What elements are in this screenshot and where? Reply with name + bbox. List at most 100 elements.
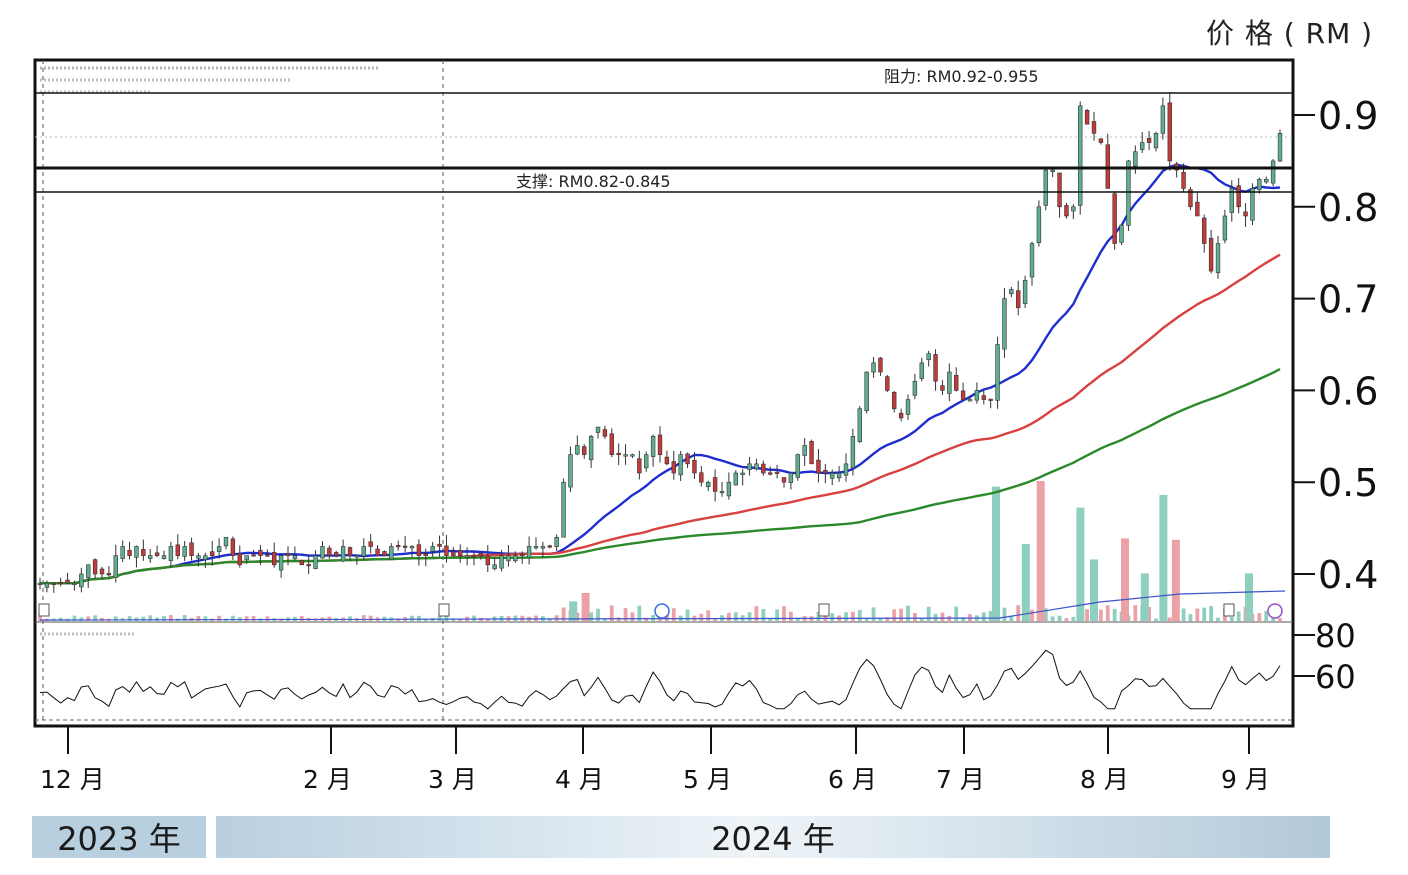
- volume-bar: [472, 615, 476, 621]
- candle-body: [1202, 217, 1207, 244]
- month-tick-label: 2 月: [303, 765, 352, 794]
- candle-body: [430, 546, 435, 552]
- candle-body: [947, 371, 952, 394]
- volume-bar: [754, 606, 759, 621]
- candle-body: [1188, 189, 1193, 208]
- volume-bar: [182, 615, 187, 621]
- rsi-tick-label: 60: [1315, 658, 1356, 696]
- volume-bar: [1216, 617, 1220, 621]
- volume-bar: [1147, 607, 1152, 621]
- volume-bar: [768, 618, 773, 621]
- candle-body: [134, 546, 139, 558]
- candle-body: [306, 564, 311, 567]
- price-tick-label: 0.6: [1318, 369, 1378, 413]
- candle-body: [740, 472, 745, 475]
- volume-bar: [168, 615, 173, 621]
- candle-body: [72, 582, 77, 585]
- volume-bar: [230, 615, 235, 621]
- volume-bar: [1229, 616, 1234, 621]
- volume-bar: [162, 616, 166, 621]
- candle-body: [1078, 105, 1083, 206]
- candle-body: [92, 559, 98, 575]
- candle-body: [1091, 121, 1097, 134]
- candle-body: [265, 554, 270, 557]
- volume-bar: [1002, 607, 1007, 621]
- volume-bar: [637, 605, 642, 621]
- volume-ma-line: [39, 590, 1286, 621]
- candle-body: [416, 544, 422, 556]
- candle-body: [1009, 289, 1014, 295]
- candle-body: [1257, 178, 1262, 191]
- candle-body: [1022, 279, 1028, 305]
- volume-bar: [1098, 609, 1103, 621]
- volume-bar: [86, 616, 91, 621]
- volume-bar: [623, 607, 628, 621]
- event-marker-1: [438, 603, 450, 617]
- rsi-tick-label: 80: [1315, 617, 1356, 655]
- volume-bar: [788, 611, 793, 621]
- candle-body: [954, 375, 959, 391]
- candle-body: [409, 546, 415, 549]
- volume-bar: [1133, 605, 1138, 621]
- event-marker-3: [1223, 603, 1235, 617]
- candle-body: [898, 412, 904, 419]
- ma-20-line: [40, 163, 1281, 585]
- volume-bar: [1264, 610, 1269, 621]
- month-tick-label: 7 月: [936, 765, 985, 794]
- candle-body: [520, 553, 525, 556]
- candle-body: [237, 553, 242, 566]
- candle-body: [644, 454, 649, 469]
- candle-body: [706, 481, 711, 488]
- candle-body: [216, 546, 222, 552]
- volume-bar: [602, 618, 607, 621]
- candle-body: [203, 555, 208, 560]
- candle-body: [857, 408, 862, 442]
- volume-bar: [782, 606, 786, 621]
- candle-body: [423, 553, 428, 556]
- candle-body: [375, 548, 380, 556]
- price-tick-label: 0.8: [1318, 186, 1378, 230]
- candle-body: [437, 543, 442, 547]
- candle-body: [685, 453, 690, 465]
- candle-body: [368, 541, 373, 547]
- candlestick-series: [37, 92, 1283, 593]
- candle-body: [795, 454, 800, 478]
- volume-bar: [513, 615, 518, 621]
- volume-bar-tall: [1159, 495, 1168, 621]
- candle-body: [988, 398, 993, 401]
- candle-body: [575, 445, 580, 455]
- volume-bar: [299, 615, 304, 621]
- volume-bar: [919, 617, 924, 621]
- candle-body: [1181, 172, 1186, 189]
- candle-body: [1084, 109, 1090, 125]
- candle-body: [1167, 102, 1172, 162]
- volume-bar: [361, 615, 366, 621]
- candle-body: [595, 426, 601, 433]
- volume-bar: [609, 605, 614, 621]
- volume-bar: [940, 612, 945, 621]
- candle-body: [878, 357, 883, 373]
- volume-bar: [1257, 613, 1262, 621]
- volume-bar: [878, 618, 883, 621]
- candle-body: [106, 573, 112, 576]
- month-tick-label: 12 月: [40, 765, 105, 794]
- candle-body: [761, 463, 766, 474]
- candle-body: [623, 454, 628, 457]
- candle-body: [182, 546, 187, 557]
- event-marker-2: [818, 603, 830, 617]
- candle-body: [926, 353, 931, 361]
- candle-body: [671, 461, 676, 474]
- earnings-marker: [1267, 603, 1283, 619]
- chart-border: [33, 58, 1295, 728]
- candle-body: [1050, 169, 1055, 172]
- candle-body: [568, 454, 573, 488]
- volume-bar: [575, 612, 580, 621]
- volume-bar: [954, 606, 959, 621]
- candle-body: [382, 551, 387, 556]
- candle-body: [402, 545, 408, 548]
- candle-body: [547, 545, 552, 548]
- year-band-2024: 2024 年: [216, 816, 1330, 858]
- candle-body: [582, 446, 587, 455]
- volume-bar-tall: [1171, 539, 1180, 621]
- volume-bar: [988, 610, 993, 621]
